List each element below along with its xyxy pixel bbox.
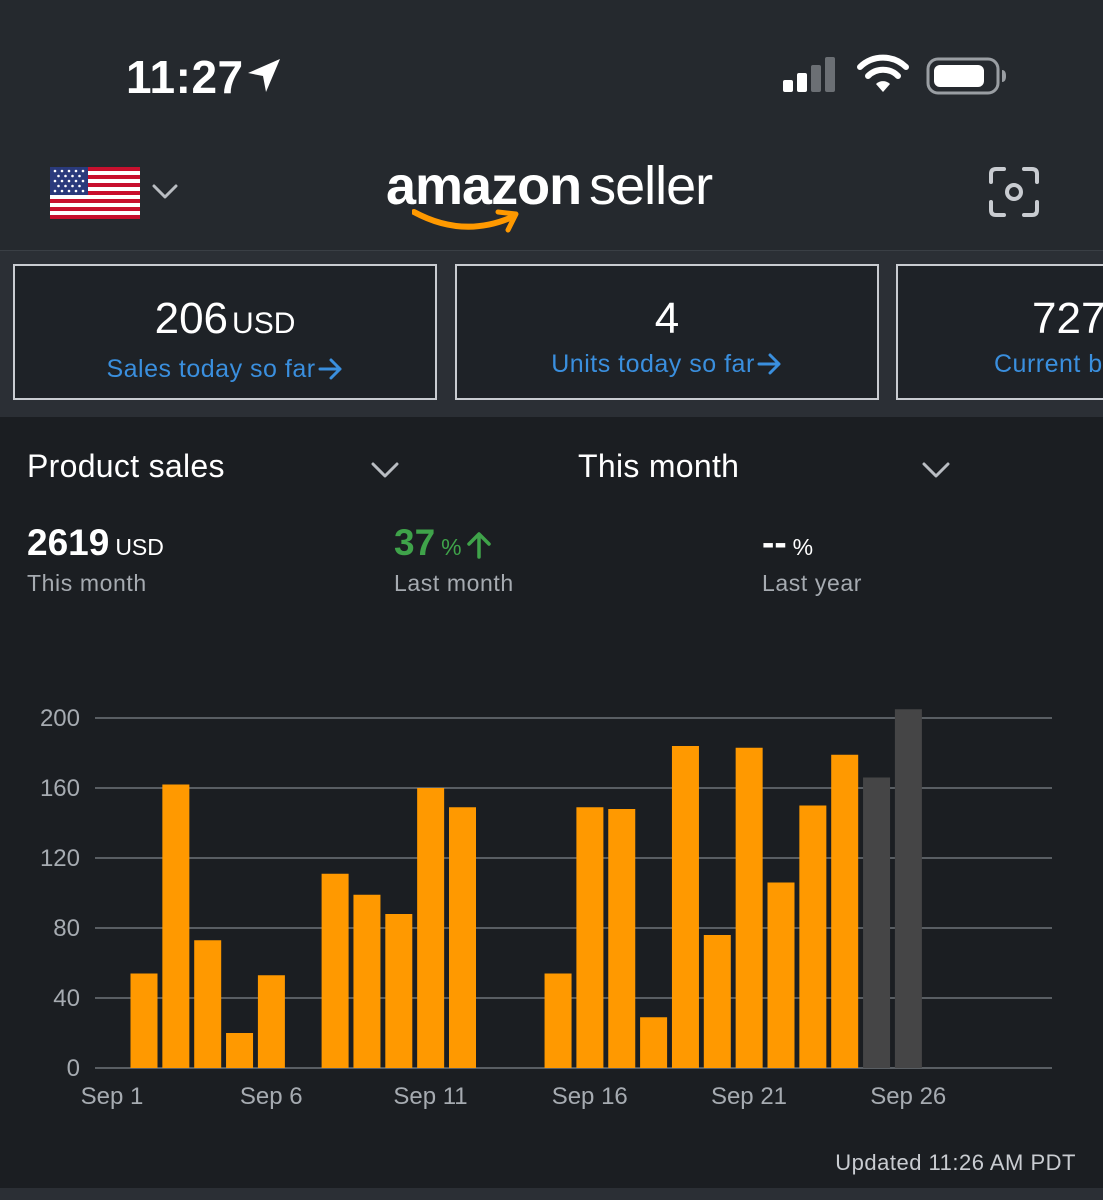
bar-sep-17 xyxy=(640,1017,668,1068)
y-tick-label-80: 80 xyxy=(53,915,80,942)
status-bar: 11:27 xyxy=(0,0,1103,140)
stat-last-year-value: -- xyxy=(762,522,787,563)
stat-this-month-value: 2619 xyxy=(27,522,110,563)
stat-last-year-label: Last year xyxy=(762,570,863,596)
bar-sep-10 xyxy=(417,788,445,1068)
bar-sep-8 xyxy=(353,894,381,1068)
bar-sep-7 xyxy=(321,873,349,1068)
bar-sep-5 xyxy=(257,975,285,1068)
stat-last-month-label: Last month xyxy=(394,570,514,596)
x-tick-label: Sep 16 xyxy=(552,1083,628,1110)
kpi-units-value: 4 xyxy=(654,294,680,343)
bar-sep-19 xyxy=(703,935,731,1068)
x-tick-label: Sep 11 xyxy=(393,1083,467,1110)
kpi-sales-label[interactable]: Sales today so far xyxy=(106,355,316,383)
logo-brand-text: amazon xyxy=(386,156,582,216)
period-dropdown[interactable]: This month xyxy=(578,448,739,494)
kpi-units-label[interactable]: Units today so far xyxy=(551,350,755,378)
cellular-signal-icon xyxy=(783,57,835,92)
y-tick-label-40: 40 xyxy=(53,985,80,1012)
x-tick-label: Sep 26 xyxy=(870,1083,946,1110)
stat-last-year: --% Last year xyxy=(762,522,862,597)
chevron-down-icon[interactable] xyxy=(371,458,399,480)
kpi-balance-label[interactable]: Current b xyxy=(994,350,1103,378)
stat-this-month-unit: USD xyxy=(115,534,164,560)
y-tick-label-120: 120 xyxy=(40,845,80,872)
status-time: 11:27 xyxy=(126,51,244,103)
country-selector[interactable] xyxy=(50,167,140,219)
x-tick-label: Sep 21 xyxy=(711,1083,787,1110)
amazon-smile-icon xyxy=(412,209,519,233)
app-header: amazon seller xyxy=(0,140,1103,251)
chevron-down-icon[interactable] xyxy=(152,180,178,202)
amazon-seller-logo: amazon seller xyxy=(386,154,726,244)
stat-this-month-label: This month xyxy=(27,570,147,596)
bar-sep-20 xyxy=(735,747,763,1068)
stat-last-month: 37% Last month xyxy=(394,522,514,597)
metric-dropdown[interactable]: Product sales xyxy=(27,448,225,494)
x-tick-label: Sep 1 xyxy=(81,1083,144,1110)
bar-sep-18 xyxy=(671,746,699,1068)
bottom-bar xyxy=(0,1188,1103,1200)
bar-sep-23 xyxy=(831,754,859,1068)
bar-sep-9 xyxy=(385,914,413,1068)
kpi-balance-value: 727 xyxy=(1032,294,1103,343)
kpi-card-units-today[interactable]: 4 Units today so far xyxy=(455,264,879,400)
stat-last-month-unit: % xyxy=(441,534,462,560)
location-arrow-icon xyxy=(248,59,280,92)
bar-sep-4 xyxy=(226,1033,254,1068)
updated-timestamp: Updated 11:26 AM PDT xyxy=(835,1150,1076,1175)
arrow-up-icon xyxy=(466,532,491,559)
x-tick-label: Sep 6 xyxy=(240,1083,303,1110)
bar-sep-21 xyxy=(767,882,795,1068)
y-tick-label-0: 0 xyxy=(67,1055,80,1082)
bar-sep-11 xyxy=(449,807,476,1068)
kpi-card-current-balance[interactable]: 727 Current b xyxy=(896,264,1103,400)
bar-sep-2 xyxy=(162,784,190,1068)
us-flag-icon xyxy=(50,167,140,219)
kpi-sales-value: 206 xyxy=(154,294,229,343)
bar-sep-1 xyxy=(130,973,158,1068)
metric-dropdown-value: Product sales xyxy=(27,448,225,484)
bar-sep-16 xyxy=(608,809,636,1068)
bar-sep-25 xyxy=(894,709,922,1068)
kpi-card-sales-today[interactable]: 206 USD Sales today so far xyxy=(13,264,437,400)
stat-this-month: 2619 USD This month xyxy=(27,522,164,597)
bar-sep-14 xyxy=(544,973,572,1068)
battery-icon xyxy=(926,57,1006,95)
y-tick-label-200: 200 xyxy=(40,705,80,732)
camera-scan-icon[interactable] xyxy=(988,166,1040,218)
chevron-down-icon[interactable] xyxy=(922,458,950,480)
bar-sep-3 xyxy=(194,940,222,1068)
kpi-sales-unit: USD xyxy=(232,307,296,340)
kpi-strip: 206 USD Sales today so far 4 Units today … xyxy=(0,251,1103,417)
stat-last-month-value: 37 xyxy=(394,522,436,563)
y-tick-label-160: 160 xyxy=(40,775,80,802)
arrow-right-icon xyxy=(318,358,342,380)
product-sales-bar-chart: 0 40 80 120 160 200 Sep 1 Sep 6 Sep 11 Sep 16 Sep … xyxy=(40,705,1052,1110)
bar-sep-24 xyxy=(863,777,891,1068)
period-dropdown-value: This month xyxy=(578,448,740,484)
stat-last-year-unit: % xyxy=(792,534,814,560)
bar-sep-22 xyxy=(799,805,827,1068)
logo-suffix-text: seller xyxy=(589,156,713,216)
wifi-icon xyxy=(857,54,909,92)
bar-sep-15 xyxy=(576,807,604,1068)
arrow-right-icon xyxy=(757,353,781,375)
